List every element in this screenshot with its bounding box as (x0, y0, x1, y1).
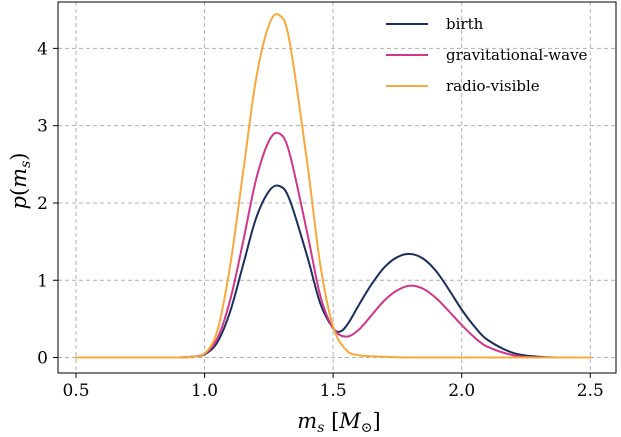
x-tick-label: 2.5 (577, 381, 604, 401)
y-tick-label: 1 (37, 271, 48, 291)
plot-frame (57, 1, 617, 374)
legend: birth gravitational-wave radio-visible (386, 15, 588, 95)
x-tick-label: 1.5 (320, 381, 347, 401)
ticks: 0.5 1.0 1.5 2.0 2.5 0 1 2 3 4 (37, 39, 604, 401)
x-axis-label: ms [M⊙] (297, 409, 380, 436)
legend-label: birth (446, 15, 484, 33)
grid (58, 2, 616, 373)
legend-label: gravitational-wave (446, 46, 588, 64)
y-tick-label: 4 (37, 39, 48, 59)
x-tick-label: 2.0 (448, 381, 475, 401)
x-tick-label: 1.0 (191, 381, 218, 401)
series-lines (75, 13, 592, 359)
x-tick-label: 0.5 (62, 381, 89, 401)
legend-label: radio-visible (446, 77, 540, 95)
y-axis-label: p(ms) (7, 153, 34, 210)
series-line-radio-visible (75, 13, 592, 359)
y-tick-label: 3 (37, 117, 48, 137)
y-tick-label: 0 (37, 349, 48, 369)
y-tick-label: 2 (37, 194, 48, 214)
